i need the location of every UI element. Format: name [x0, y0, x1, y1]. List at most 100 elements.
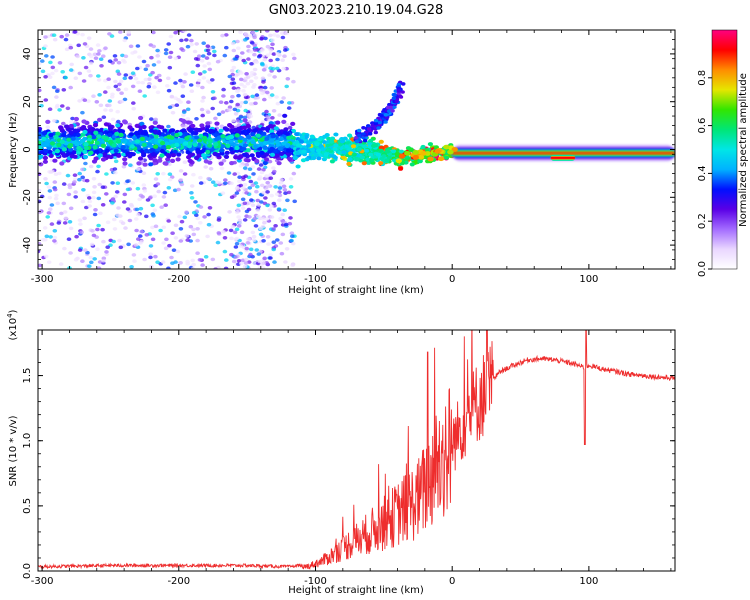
snr-series-line: [38, 330, 675, 570]
rising-branch-dot: [379, 114, 384, 118]
noise-dot: [243, 38, 248, 42]
noise-dot: [279, 100, 285, 104]
noise-dot: [85, 250, 90, 255]
noise-dot: [275, 66, 280, 71]
transition-dot: [340, 155, 346, 160]
noise-dot: [147, 82, 152, 86]
noise-dot: [148, 252, 153, 256]
noise-dot: [52, 119, 57, 123]
noise-dot: [43, 177, 48, 181]
noise-dot: [223, 178, 228, 182]
noise-dot: [63, 216, 69, 220]
noise-dot: [283, 222, 289, 227]
noise-dot: [77, 177, 82, 182]
noise-dot: [231, 86, 237, 90]
noise-dot: [285, 77, 291, 81]
noise-dot: [73, 195, 78, 199]
noise-dot: [248, 34, 253, 38]
noise-dot: [261, 168, 266, 172]
transition-dot: [385, 149, 391, 154]
noise-dot: [88, 54, 94, 59]
noise-dot: [230, 77, 236, 81]
figure-title: GN03.2023.210.19.04.G28: [269, 3, 444, 18]
noise-dot: [146, 84, 152, 89]
noise-dot: [275, 57, 280, 62]
noise-dot: [258, 88, 264, 92]
noise-dot: [163, 203, 168, 207]
band-dot: [61, 133, 67, 138]
noise-dot: [57, 61, 63, 65]
noise-dot: [141, 183, 147, 187]
noise-dot: [60, 104, 65, 108]
noise-dot: [259, 200, 264, 204]
noise-dot: [147, 77, 152, 81]
transition-dot: [337, 150, 343, 155]
noise-dot: [288, 185, 294, 189]
noise-dot: [286, 106, 292, 110]
band-bright-dot: [41, 136, 47, 141]
transition-dot: [390, 149, 397, 154]
noise-dot: [292, 56, 297, 61]
band-dot: [107, 132, 113, 137]
rising-branch-dot: [400, 90, 405, 94]
noise-dot: [135, 212, 141, 217]
band-dot: [269, 138, 275, 143]
noise-dot: [271, 247, 277, 252]
snr-x-tick-label: -200: [167, 576, 190, 587]
noise-dot: [104, 172, 109, 176]
noise-dot: [196, 54, 202, 58]
noise-dot: [73, 190, 78, 194]
noise-dot: [167, 177, 173, 182]
band-bright-dot: [103, 136, 109, 141]
noise-dot: [96, 78, 102, 82]
noise-dot: [50, 55, 55, 59]
noise-dot: [233, 245, 239, 249]
noise-dot: [227, 105, 233, 109]
noise-dot: [280, 58, 286, 62]
noise-dot: [257, 53, 263, 58]
noise-dot: [66, 192, 72, 197]
band-dot: [193, 131, 199, 136]
noise-dot: [167, 105, 173, 110]
transition-dot: [300, 158, 307, 163]
x-tick-label: -200: [167, 274, 190, 285]
noise-dot: [197, 258, 203, 262]
rising-branch-dot: [362, 138, 368, 143]
noise-dot: [47, 195, 53, 200]
noise-dot: [86, 69, 92, 73]
noise-dot: [268, 33, 273, 38]
noise-dot: [262, 57, 268, 62]
noise-dot: [243, 100, 248, 105]
noise-dot: [236, 93, 241, 98]
noise-dot: [56, 221, 62, 225]
noise-dot: [199, 59, 205, 63]
band-dot: [113, 148, 119, 153]
noise-dot: [288, 177, 294, 181]
colorbar-tick-label: 0.6: [697, 118, 708, 134]
noise-dot: [46, 185, 52, 189]
band-dot: [195, 149, 201, 154]
noise-dot: [153, 177, 159, 181]
noise-dot: [113, 159, 119, 164]
noise-dot: [234, 191, 240, 195]
noise-dot: [251, 172, 256, 176]
band-dot: [241, 146, 247, 151]
noise-dot: [109, 95, 115, 99]
noise-dot: [77, 248, 83, 252]
noise-dot: [244, 191, 249, 195]
band-dot: [220, 144, 226, 149]
noise-dot: [257, 175, 263, 179]
transition-dot: [368, 138, 374, 143]
noise-dot: [288, 216, 293, 220]
noise-dot: [91, 190, 97, 195]
noise-dot: [134, 207, 140, 212]
noise-dot: [239, 101, 245, 105]
spectrogram-xlabel: Height of straight line (km): [288, 285, 424, 296]
noise-dot: [107, 99, 113, 103]
noise-dot: [210, 106, 215, 111]
noise-dot: [173, 30, 178, 35]
noise-dot: [195, 238, 200, 243]
noise-dot: [110, 181, 115, 185]
noise-dot: [73, 257, 79, 262]
noise-dot: [173, 81, 178, 85]
